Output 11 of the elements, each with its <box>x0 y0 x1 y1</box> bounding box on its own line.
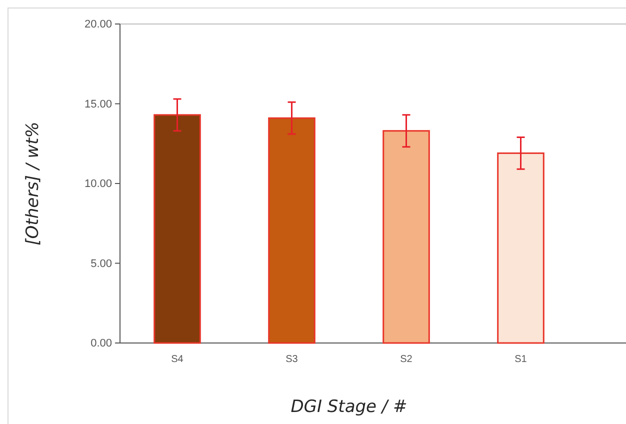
y-tick-label: 5.00 <box>90 258 112 270</box>
x-axis-title: DGI Stage / # <box>290 397 408 417</box>
x-tick-label: S3 <box>286 354 298 365</box>
x-tick-label: S1 <box>514 354 528 365</box>
y-tick-label: 0.00 <box>90 338 112 350</box>
y-axis-title: [Others] / wt% <box>23 122 43 246</box>
y-tick-label: 10.00 <box>84 178 112 190</box>
x-tick-label: S4 <box>171 354 184 365</box>
y-tick-label: 20.00 <box>84 18 112 31</box>
y-tick-label: 15.00 <box>84 98 112 110</box>
x-tick-label: S2 <box>400 354 413 365</box>
